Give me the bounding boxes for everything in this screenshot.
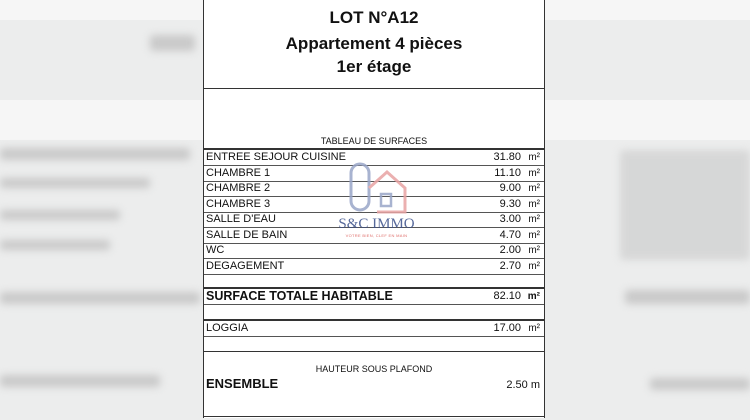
surface-label: CHAMBRE 1 bbox=[206, 166, 271, 179]
surface-value: 3.00 bbox=[499, 213, 521, 225]
blurred-background-text bbox=[0, 178, 150, 188]
surface-unit: m² bbox=[528, 152, 540, 163]
ceiling-height-value: 2.50 m bbox=[506, 379, 540, 391]
loggia-row: LOGGIA 17.00 m² bbox=[204, 321, 544, 337]
surface-label: ENTREE SEJOUR CUISINE bbox=[206, 151, 346, 163]
loggia-value: 17.00 bbox=[493, 322, 521, 334]
surface-value: 4.70 bbox=[499, 228, 521, 241]
total-row: SURFACE TOTALE HABITABLE 82.10 m² bbox=[204, 289, 544, 305]
blurred-background-text bbox=[150, 35, 195, 51]
surface-label: SALLE D'EAU bbox=[206, 213, 276, 225]
watermark-tagline: VOTRE BIEN, CLEF EN MAIN bbox=[345, 233, 408, 238]
surface-unit: m² bbox=[528, 183, 540, 194]
surface-label: WC bbox=[206, 244, 225, 256]
surface-row: SALLE D'EAU 3.00 m² bbox=[204, 212, 544, 228]
surface-row: SALLE DE BAIN 4.70 m² bbox=[204, 228, 544, 244]
apartment-type: Appartement 4 pièces bbox=[285, 34, 463, 53]
divider bbox=[204, 88, 544, 89]
surface-unit: m² bbox=[528, 198, 540, 210]
blurred-background-text bbox=[0, 375, 160, 387]
blurred-background-text bbox=[620, 150, 750, 260]
divider bbox=[204, 287, 544, 289]
house-key-icon bbox=[349, 162, 406, 214]
lot-number: LOT N°A12 bbox=[329, 8, 419, 27]
surface-row: CHAMBRE 3 9.30 m² bbox=[204, 197, 544, 213]
surface-value: 2.70 bbox=[499, 259, 521, 272]
watermark-logo: S&C IMMO VOTRE BIEN, CLEF EN MAIN bbox=[329, 160, 424, 238]
surface-label: SALLE DE BAIN bbox=[206, 228, 288, 241]
divider bbox=[204, 319, 544, 321]
surface-value: 9.00 bbox=[499, 182, 521, 194]
floor-plan-sheet: LOT N°A12 Appartement 4 pièces 1er étage… bbox=[203, 0, 545, 418]
blurred-background-text bbox=[0, 292, 200, 304]
ceiling-height-title: HAUTEUR SOUS PLAFOND bbox=[315, 364, 433, 374]
divider bbox=[204, 416, 544, 417]
divider bbox=[204, 351, 544, 352]
surface-label: DEGAGEMENT bbox=[206, 259, 285, 272]
surface-value: 31.80 bbox=[493, 151, 521, 163]
surface-label: CHAMBRE 2 bbox=[206, 182, 271, 194]
total-label: SURFACE TOTALE HABITABLE bbox=[206, 289, 393, 303]
surface-row: CHAMBRE 1 11.10 m² bbox=[204, 166, 544, 182]
blurred-background-text bbox=[650, 378, 750, 390]
surface-value: 11.10 bbox=[494, 166, 521, 179]
surface-row: ENTREE SEJOUR CUISINE 31.80 m² bbox=[204, 150, 544, 166]
total-value: 82.10 bbox=[493, 290, 521, 302]
loggia-unit: m² bbox=[528, 323, 540, 334]
blurred-background-text bbox=[0, 210, 120, 220]
blurred-background-text bbox=[625, 290, 750, 304]
divider bbox=[204, 148, 544, 150]
surface-unit: m² bbox=[528, 214, 540, 225]
watermark-brand: S&C IMMO bbox=[338, 216, 415, 232]
surface-value: 2.00 bbox=[499, 244, 521, 256]
total-unit: m² bbox=[527, 291, 540, 302]
floor-level: 1er étage bbox=[336, 57, 412, 76]
ceiling-height-label: ENSEMBLE bbox=[206, 376, 279, 391]
loggia-label: LOGGIA bbox=[206, 322, 249, 334]
surface-row: WC 2.00 m² bbox=[204, 243, 544, 259]
blurred-background-text bbox=[0, 148, 190, 160]
surface-unit: m² bbox=[528, 229, 540, 241]
surface-row: CHAMBRE 2 9.00 m² bbox=[204, 181, 544, 197]
surface-label: CHAMBRE 3 bbox=[206, 197, 271, 210]
surface-unit: m² bbox=[528, 245, 540, 256]
blurred-background-text bbox=[0, 240, 110, 250]
surface-value: 9.30 bbox=[499, 197, 521, 210]
surface-unit: m² bbox=[528, 260, 540, 272]
surface-row: DEGAGEMENT 2.70 m² bbox=[204, 259, 544, 275]
surfaces-table-title: TABLEAU DE SURFACES bbox=[320, 136, 428, 146]
surface-unit: m² bbox=[528, 167, 540, 179]
